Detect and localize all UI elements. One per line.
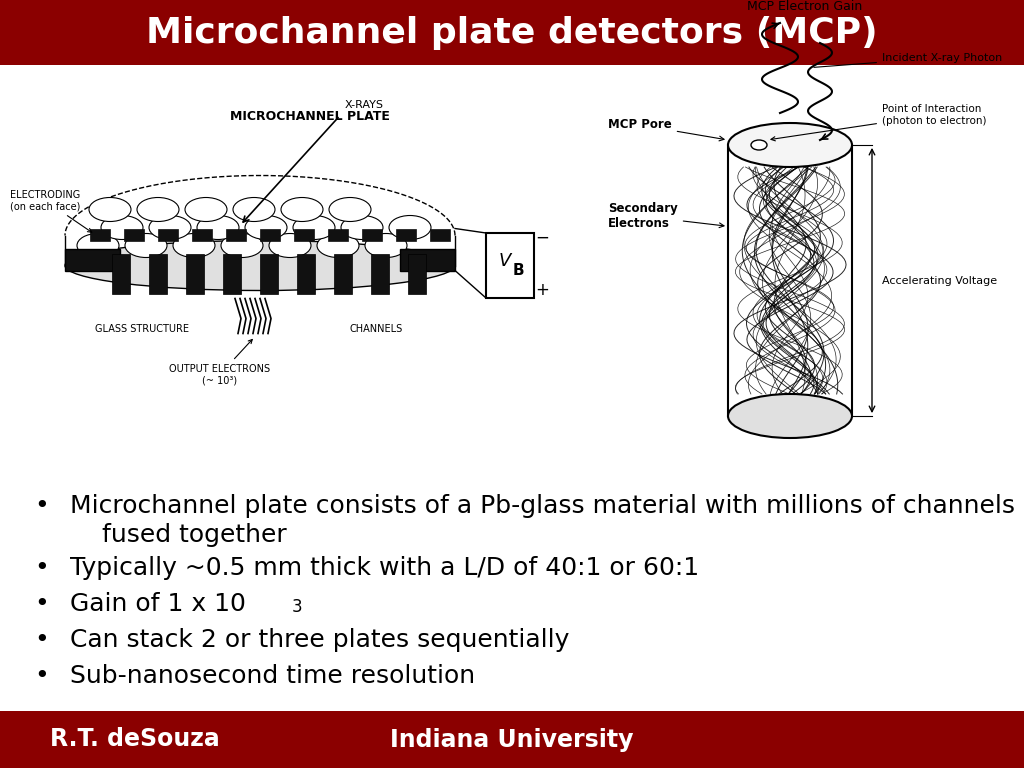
Bar: [112, 253, 130, 293]
Bar: [90, 229, 110, 240]
Ellipse shape: [341, 216, 383, 240]
Text: •: •: [35, 664, 49, 688]
Bar: [186, 253, 204, 293]
Text: Point of Interaction
(photon to electron): Point of Interaction (photon to electron…: [771, 104, 986, 141]
Bar: [226, 229, 246, 240]
Ellipse shape: [150, 216, 191, 240]
Ellipse shape: [365, 233, 407, 257]
Text: Incident X-ray Photon: Incident X-ray Photon: [814, 52, 1002, 68]
Bar: [396, 229, 416, 240]
Ellipse shape: [245, 216, 287, 240]
Ellipse shape: [728, 123, 852, 167]
Bar: [371, 253, 389, 293]
Text: •: •: [35, 556, 49, 580]
Text: Typically ~0.5 mm thick with a L/D of 40:1 or 60:1: Typically ~0.5 mm thick with a L/D of 40…: [70, 556, 699, 580]
Text: MICROCHANNEL PLATE: MICROCHANNEL PLATE: [230, 110, 390, 123]
Ellipse shape: [125, 233, 167, 257]
Ellipse shape: [137, 197, 179, 221]
Ellipse shape: [293, 216, 335, 240]
Text: Microchannel plate consists of a Pb-glass material with millions of channels
   : Microchannel plate consists of a Pb-glas…: [70, 494, 1015, 547]
Text: X-RAYS: X-RAYS: [345, 101, 384, 111]
Bar: [408, 253, 426, 293]
Text: Accelerating Voltage: Accelerating Voltage: [882, 276, 997, 286]
Text: R.T. deSouza: R.T. deSouza: [50, 727, 220, 752]
Bar: [362, 229, 382, 240]
Bar: [400, 249, 455, 270]
Ellipse shape: [269, 233, 311, 257]
Text: Gain of 1 x 10: Gain of 1 x 10: [70, 592, 246, 616]
Bar: [328, 229, 348, 240]
Ellipse shape: [728, 394, 852, 438]
Bar: [260, 253, 278, 293]
Bar: [65, 249, 120, 270]
Text: ELECTRODING
(on each face): ELECTRODING (on each face): [10, 190, 92, 232]
Ellipse shape: [751, 140, 767, 150]
Ellipse shape: [329, 197, 371, 221]
Text: MCP Pore: MCP Pore: [608, 118, 724, 141]
Bar: [0, 711, 1024, 768]
Ellipse shape: [389, 216, 431, 240]
Bar: [193, 229, 212, 240]
Bar: [294, 229, 314, 240]
Text: •: •: [35, 592, 49, 616]
Text: B: B: [512, 263, 524, 278]
Text: +: +: [536, 281, 549, 299]
Bar: [150, 253, 167, 293]
Bar: [0, 0, 1024, 65]
Text: Can stack 2 or three plates sequentially: Can stack 2 or three plates sequentially: [70, 628, 569, 652]
Text: •: •: [35, 494, 49, 518]
Text: 3: 3: [292, 598, 303, 616]
Bar: [260, 229, 280, 240]
Text: MCP Electron Gain: MCP Electron Gain: [748, 0, 862, 13]
Bar: [334, 253, 352, 293]
Ellipse shape: [233, 197, 275, 221]
Ellipse shape: [317, 233, 359, 257]
Bar: [430, 229, 450, 240]
Bar: [223, 253, 241, 293]
Text: Microchannel plate detectors (MCP): Microchannel plate detectors (MCP): [146, 15, 878, 49]
Text: −: −: [536, 229, 549, 247]
Text: V: V: [499, 251, 511, 270]
Bar: [124, 229, 144, 240]
Ellipse shape: [281, 197, 323, 221]
Text: GLASS STRUCTURE: GLASS STRUCTURE: [95, 323, 189, 333]
Text: Indiana University: Indiana University: [390, 727, 634, 752]
Ellipse shape: [197, 216, 239, 240]
Ellipse shape: [65, 240, 455, 290]
Ellipse shape: [173, 233, 215, 257]
Text: •: •: [35, 628, 49, 652]
Ellipse shape: [89, 197, 131, 221]
Text: Secondary
Electrons: Secondary Electrons: [608, 202, 724, 230]
Text: Sub-nanosecond time resolution: Sub-nanosecond time resolution: [70, 664, 475, 688]
Bar: [158, 229, 178, 240]
Ellipse shape: [185, 197, 227, 221]
Ellipse shape: [77, 233, 119, 257]
Ellipse shape: [221, 233, 263, 257]
Bar: [486, 233, 534, 298]
Bar: [297, 253, 315, 293]
Text: OUTPUT ELECTRONS
(~ 10³): OUTPUT ELECTRONS (~ 10³): [169, 339, 270, 385]
Text: CHANNELS: CHANNELS: [350, 323, 403, 333]
Ellipse shape: [101, 216, 143, 240]
